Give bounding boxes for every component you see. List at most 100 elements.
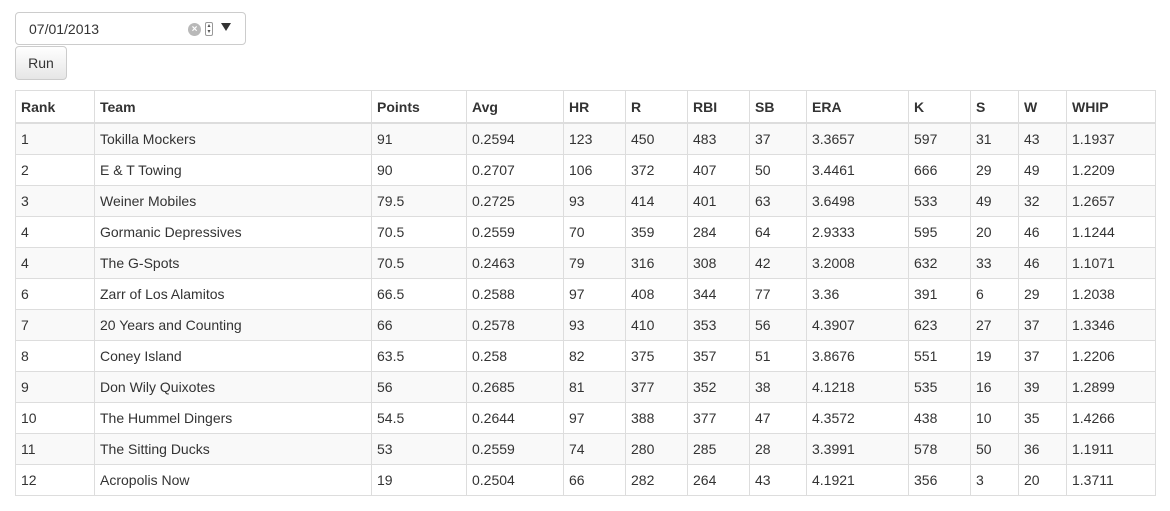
cell-hr: 93 xyxy=(563,309,626,341)
cell-avg: 0.2463 xyxy=(466,247,564,279)
cell-points: 70.5 xyxy=(371,216,467,248)
cell-points: 54.5 xyxy=(371,402,467,434)
cell-points: 19 xyxy=(371,464,467,496)
cell-r: 280 xyxy=(625,433,688,465)
cell-team: Gormanic Depressives xyxy=(94,216,372,248)
cell-avg: 0.2725 xyxy=(466,185,564,217)
cell-s: 16 xyxy=(970,371,1019,403)
cell-rbi: 357 xyxy=(687,340,750,372)
cell-hr: 82 xyxy=(563,340,626,372)
column-header-sb: SB xyxy=(749,90,807,124)
cell-s: 3 xyxy=(970,464,1019,496)
cell-sb: 43 xyxy=(749,464,807,496)
cell-k: 597 xyxy=(908,122,971,155)
cell-rbi: 308 xyxy=(687,247,750,279)
cell-w: 43 xyxy=(1018,122,1067,155)
cell-r: 388 xyxy=(625,402,688,434)
cell-hr: 79 xyxy=(563,247,626,279)
clear-icon[interactable]: × xyxy=(188,23,201,36)
cell-w: 36 xyxy=(1018,433,1067,465)
cell-whip: 1.2899 xyxy=(1066,371,1156,403)
cell-team: Zarr of Los Alamitos xyxy=(94,278,372,310)
cell-k: 438 xyxy=(908,402,971,434)
cell-hr: 106 xyxy=(563,154,626,186)
cell-whip: 1.3346 xyxy=(1066,309,1156,341)
cell-hr: 66 xyxy=(563,464,626,496)
table-row: 4 Gormanic Depressives 70.5 0.2559 70 359 284 6… xyxy=(15,216,1156,248)
column-header-avg: Avg xyxy=(466,90,564,124)
cell-avg: 0.2588 xyxy=(466,278,564,310)
cell-hr: 81 xyxy=(563,371,626,403)
cell-points: 66.5 xyxy=(371,278,467,310)
cell-rank: 4 xyxy=(15,247,95,279)
cell-k: 595 xyxy=(908,216,971,248)
cell-r: 408 xyxy=(625,278,688,310)
run-button[interactable]: Run xyxy=(15,46,67,80)
cell-team: The G-Spots xyxy=(94,247,372,279)
cell-team: Don Wily Quixotes xyxy=(94,371,372,403)
cell-hr: 123 xyxy=(563,122,626,155)
cell-points: 91 xyxy=(371,122,467,155)
cell-w: 37 xyxy=(1018,309,1067,341)
cell-era: 3.6498 xyxy=(806,185,909,217)
column-header-r: R xyxy=(625,90,688,124)
cell-sb: 64 xyxy=(749,216,807,248)
cell-points: 70.5 xyxy=(371,247,467,279)
cell-s: 19 xyxy=(970,340,1019,372)
cell-sb: 47 xyxy=(749,402,807,434)
cell-w: 20 xyxy=(1018,464,1067,496)
cell-sb: 28 xyxy=(749,433,807,465)
date-picker[interactable]: 07/01/2013 × ▴ ▾ xyxy=(15,12,246,45)
cell-whip: 1.2206 xyxy=(1066,340,1156,372)
cell-sb: 37 xyxy=(749,122,807,155)
cell-k: 666 xyxy=(908,154,971,186)
cell-hr: 97 xyxy=(563,402,626,434)
cell-hr: 70 xyxy=(563,216,626,248)
date-input[interactable]: 07/01/2013 xyxy=(29,21,100,37)
cell-k: 623 xyxy=(908,309,971,341)
cell-rbi: 353 xyxy=(687,309,750,341)
cell-s: 49 xyxy=(970,185,1019,217)
cell-points: 90 xyxy=(371,154,467,186)
cell-team: The Hummel Dingers xyxy=(94,402,372,434)
column-header-era: ERA xyxy=(806,90,909,124)
cell-r: 359 xyxy=(625,216,688,248)
table-row: 12 Acropolis Now 19 0.2504 66 282 264 43 4.1921 3… xyxy=(15,464,1156,496)
cell-r: 282 xyxy=(625,464,688,496)
cell-rbi: 407 xyxy=(687,154,750,186)
cell-era: 4.1218 xyxy=(806,371,909,403)
cell-k: 578 xyxy=(908,433,971,465)
cell-sb: 56 xyxy=(749,309,807,341)
cell-w: 37 xyxy=(1018,340,1067,372)
cell-avg: 0.258 xyxy=(466,340,564,372)
cell-whip: 1.1071 xyxy=(1066,247,1156,279)
cell-era: 4.1921 xyxy=(806,464,909,496)
cell-era: 4.3572 xyxy=(806,402,909,434)
cell-s: 31 xyxy=(970,122,1019,155)
dropdown-arrow-icon[interactable] xyxy=(221,23,231,31)
column-header-rank: Rank xyxy=(15,90,95,124)
cell-s: 20 xyxy=(970,216,1019,248)
cell-k: 356 xyxy=(908,464,971,496)
cell-hr: 93 xyxy=(563,185,626,217)
cell-avg: 0.2594 xyxy=(466,122,564,155)
table-row: 9 Don Wily Quixotes 56 0.2685 81 377 352 38 4.12… xyxy=(15,371,1156,403)
cell-s: 10 xyxy=(970,402,1019,434)
cell-rank: 12 xyxy=(15,464,95,496)
cell-team: The Sitting Ducks xyxy=(94,433,372,465)
cell-w: 29 xyxy=(1018,278,1067,310)
cell-sb: 38 xyxy=(749,371,807,403)
table-row: 4 The G-Spots 70.5 0.2463 79 316 308 42 3.2008 63… xyxy=(15,247,1156,279)
cell-era: 3.4461 xyxy=(806,154,909,186)
cell-rbi: 285 xyxy=(687,433,750,465)
cell-w: 35 xyxy=(1018,402,1067,434)
cell-era: 3.3991 xyxy=(806,433,909,465)
cell-whip: 1.2657 xyxy=(1066,185,1156,217)
table-row: 11 The Sitting Ducks 53 0.2559 74 280 285 28 3.3… xyxy=(15,433,1156,465)
cell-team: Tokilla Mockers xyxy=(94,122,372,155)
cell-r: 414 xyxy=(625,185,688,217)
spinner-icon[interactable]: ▴ ▾ xyxy=(205,22,213,36)
column-header-team: Team xyxy=(94,90,372,124)
cell-whip: 1.3711 xyxy=(1066,464,1156,496)
